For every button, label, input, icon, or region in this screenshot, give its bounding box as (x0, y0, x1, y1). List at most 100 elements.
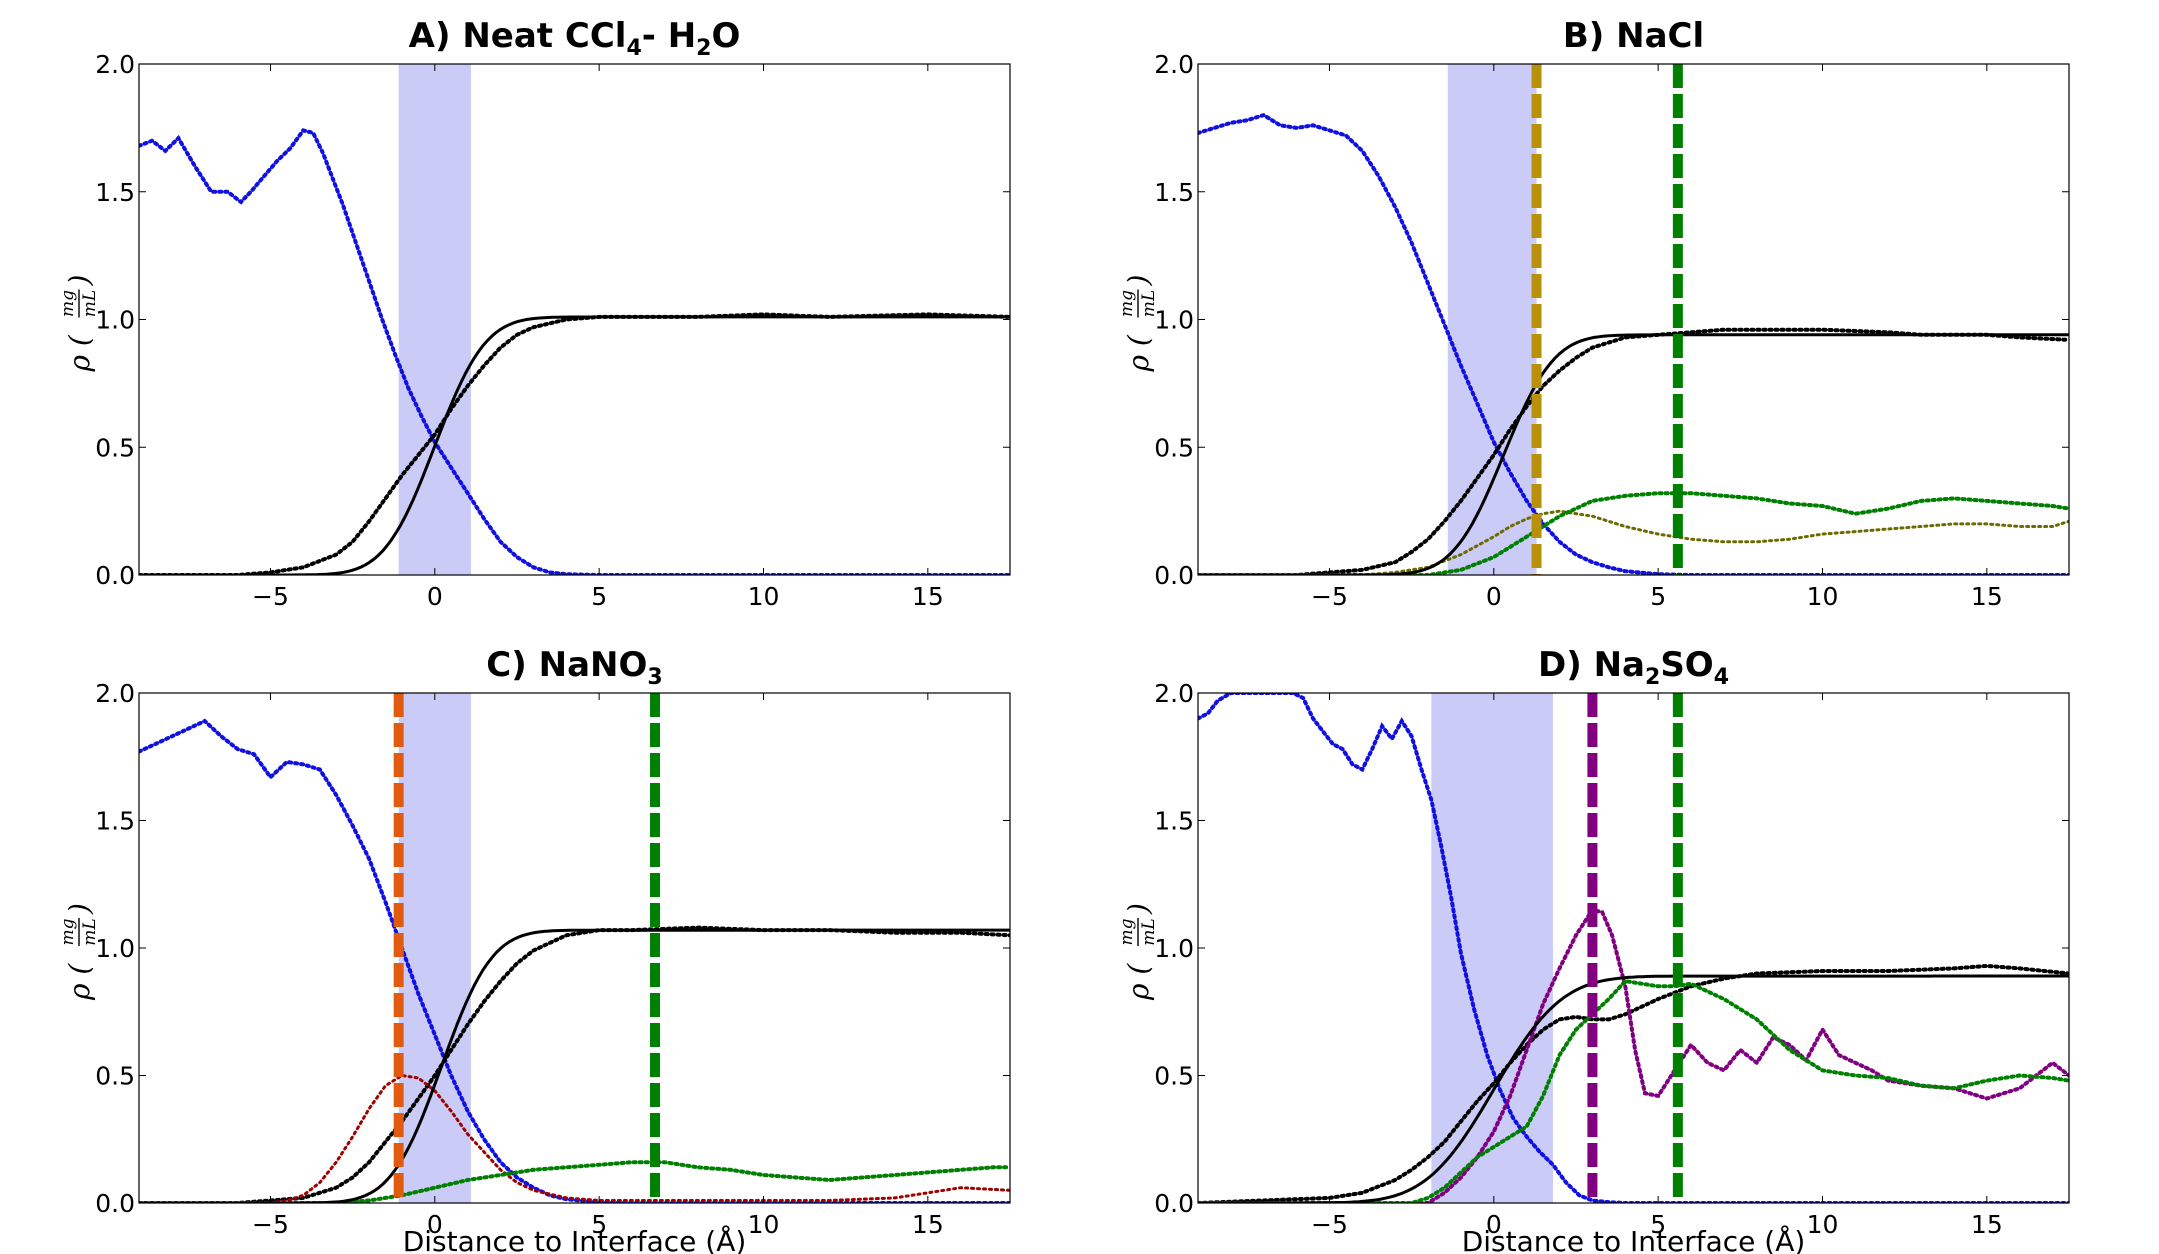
panel-title: B) NaCl (1563, 16, 1704, 56)
y-tick-label: 2.0 (1154, 50, 1194, 79)
y-tick-label: 1.5 (95, 178, 135, 207)
y-tick-label: 0.0 (95, 1189, 135, 1218)
x-tick-label: 10 (1807, 582, 1839, 611)
x-tick-label: 0 (427, 1210, 443, 1239)
series-organic-line (139, 312, 1010, 575)
x-tick-label: −5 (252, 582, 289, 611)
x-tick-label: 5 (1650, 582, 1666, 611)
title-subscript: 3 (647, 665, 662, 690)
title-text-2: SO (1660, 645, 1713, 685)
x-tick-label: 15 (1971, 1210, 2003, 1239)
x-tick-label: 5 (1650, 1210, 1666, 1239)
plot-area (1198, 693, 2069, 1203)
y-tick-label: 1.5 (95, 807, 135, 836)
y-label-numerator: mg (58, 918, 78, 945)
series-cl-line (1198, 509, 2069, 575)
y-tick-label: 0.0 (1154, 1189, 1194, 1218)
y-tick-label: 0.0 (1154, 561, 1194, 590)
title-text: NaNO (539, 645, 648, 685)
y-label-close-paren: ) (63, 275, 96, 287)
y-tick-label: 1.5 (1154, 807, 1194, 836)
y-tick-label: 0.5 (95, 1062, 135, 1091)
panel-label: D) (1538, 645, 1594, 685)
y-tick-label: 1.0 (95, 306, 135, 335)
series-organic-line (139, 925, 1010, 1203)
y-axis-label: ρ ( mg mL) (1117, 903, 1159, 1001)
x-tick-label: 0 (427, 582, 443, 611)
x-tick-label: 0 (1486, 582, 1502, 611)
plot-area (139, 693, 1010, 1203)
y-label-rho: ρ ( (1122, 334, 1155, 372)
series-water-line (139, 718, 1010, 1203)
x-tick-label: 15 (912, 582, 944, 611)
y-label-denominator: mL (80, 918, 100, 945)
y-label-denominator: mL (1139, 918, 1159, 945)
y-label-close-paren: ) (1122, 275, 1155, 287)
interface-band (398, 693, 471, 1203)
y-axis-label: ρ ( mg mL) (1117, 275, 1159, 373)
x-tick-label: −5 (1311, 582, 1348, 611)
panel-title: C) NaNO3 (486, 645, 662, 690)
y-label-rho: ρ ( (1122, 963, 1155, 1001)
title-text: Neat CCl (462, 16, 626, 56)
title-subscript-2: 4 (1714, 665, 1729, 690)
y-label-numerator: mg (1117, 290, 1137, 317)
title-subscript: 4 (626, 36, 641, 61)
x-axis-label: Distance to Interface (Å) (403, 1224, 747, 1254)
y-label-numerator: mg (58, 290, 78, 317)
x-tick-label: 15 (912, 1210, 944, 1239)
axes-frame (1197, 692, 2070, 1204)
y-tick-label: 1.0 (1154, 306, 1194, 335)
y-label-close-paren: ) (1122, 903, 1155, 915)
panel-label: C) (486, 645, 538, 685)
y-label-denominator: mL (80, 290, 100, 317)
axes-frame (138, 692, 1011, 1204)
title-text-3: O (711, 16, 740, 56)
y-tick-label: 1.5 (1154, 178, 1194, 207)
y-tick-label: 0.5 (1154, 433, 1194, 462)
panel-d: −5 0 5 10 15 0.0 0.5 1.0 1.5 2.0 D) Na2SO4 ρ ( mg mL)… (1117, 645, 2070, 1254)
y-label-denominator: mL (1139, 290, 1159, 317)
x-tick-label: −5 (1311, 1210, 1348, 1239)
interface-band (1431, 693, 1553, 1203)
y-axis-label: ρ ( mg mL) (58, 275, 100, 373)
series-water-line (139, 128, 1010, 575)
plot-area (1198, 64, 2069, 575)
series-na-line (1198, 978, 2069, 1203)
y-tick-label: 2.0 (95, 50, 135, 79)
panel-c: −5 0 5 10 15 0.0 0.5 1.0 1.5 2.0 C) NaNO3 ρ (mg mL) D… (58, 645, 1011, 1254)
title-subscript: 2 (1645, 665, 1660, 690)
panel-a: −5 0 5 10 15 0.0 0.5 1.0 1.5 2.0 A) Neat CCl4- H2O… (58, 16, 1011, 611)
fit-curve (139, 315, 1010, 575)
y-axis-label: ρ (mg mL) (58, 903, 100, 1001)
title-subscript-2: 2 (696, 36, 711, 61)
x-axis-label: Distance to Interface (Å) (1462, 1224, 1806, 1254)
y-label-rho: ρ ( (63, 334, 96, 372)
fit-curve (139, 928, 1010, 1203)
y-tick-label: 0.5 (1154, 1062, 1194, 1091)
y-label-close-paren: ) (63, 903, 96, 915)
panel-title: D) Na2SO4 (1538, 645, 1729, 690)
title-text: NaCl (1616, 16, 1704, 56)
series-organic-line (1198, 963, 2069, 1203)
x-tick-label: 5 (591, 582, 607, 611)
x-tick-label: 10 (748, 582, 780, 611)
y-tick-label: 1.0 (1154, 934, 1194, 963)
series-water-line (1198, 112, 2069, 575)
series-no3-line (139, 1073, 1010, 1203)
series-water-line (1198, 693, 2069, 1203)
series-na-line (139, 1160, 1010, 1203)
plot-area (139, 64, 1010, 575)
x-tick-label: 5 (591, 1210, 607, 1239)
title-text-2: - H (642, 16, 696, 56)
y-tick-label: 0.0 (95, 561, 135, 590)
x-tick-label: −5 (252, 1210, 289, 1239)
x-tick-label: 0 (1486, 1210, 1502, 1239)
series-so4-line (1198, 907, 2069, 1203)
y-tick-label: 2.0 (1154, 679, 1194, 708)
y-label-numerator: mg (1117, 918, 1137, 945)
y-tick-label: 1.0 (95, 934, 135, 963)
panel-label: B) (1563, 16, 1616, 56)
x-tick-label: 10 (1807, 1210, 1839, 1239)
